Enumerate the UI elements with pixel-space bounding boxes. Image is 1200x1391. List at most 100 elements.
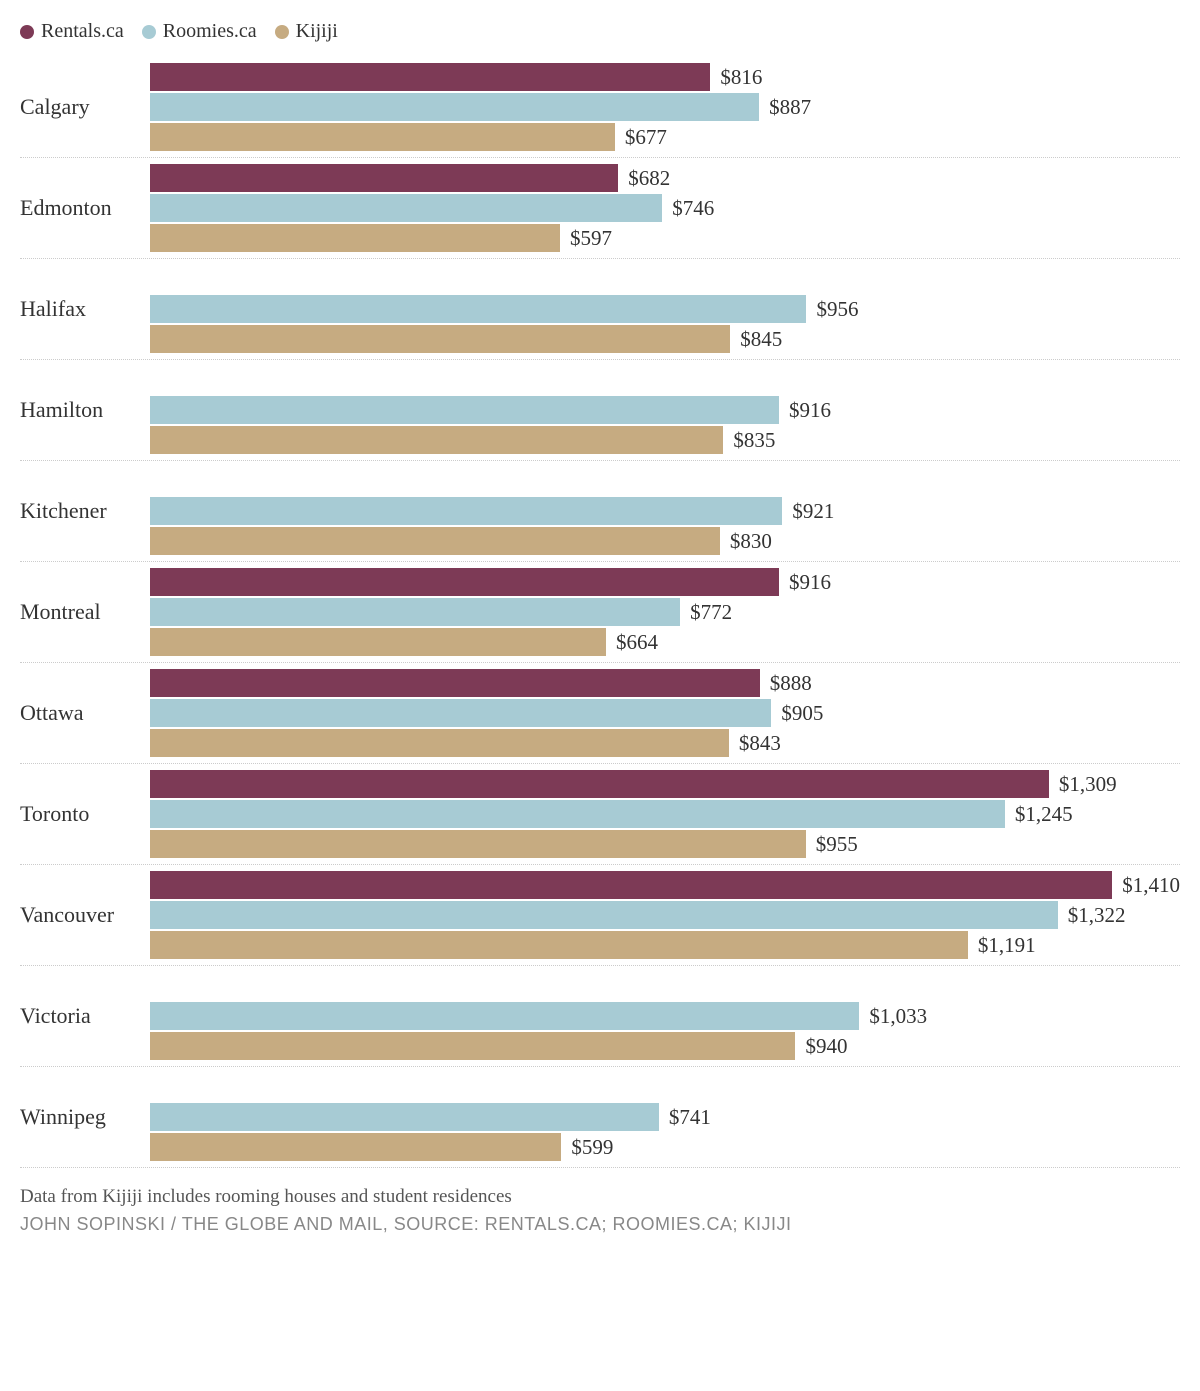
bar (150, 800, 1005, 828)
bar-row-roomies: $905 (150, 699, 1180, 727)
bar (150, 123, 615, 151)
city-group: Montreal$916$772$664 (20, 562, 1180, 663)
bar (150, 1002, 859, 1030)
bar-value-label: $677 (625, 125, 667, 150)
bar-value-label: $845 (740, 327, 782, 352)
city-label: Calgary (20, 94, 150, 120)
bar-row-kijiji: $664 (150, 628, 1180, 656)
bar (150, 224, 560, 252)
bar-row-roomies: $772 (150, 598, 1180, 626)
bar (150, 396, 779, 424)
bar (150, 1032, 795, 1060)
city-label: Vancouver (20, 902, 150, 928)
bar (150, 93, 759, 121)
bar (150, 871, 1112, 899)
bar (150, 770, 1049, 798)
bar-row-kijiji: $843 (150, 729, 1180, 757)
bar-row-roomies: $887 (150, 93, 1180, 121)
bar-row-kijiji: $677 (150, 123, 1180, 151)
bar-row-roomies: $741 (150, 1103, 1180, 1131)
bar-value-label: $741 (669, 1105, 711, 1130)
bar (150, 497, 782, 525)
chart-footnote: Data from Kijiji includes rooming houses… (20, 1186, 1180, 1208)
bar-value-label: $1,245 (1015, 802, 1073, 827)
bar-row-kijiji: $955 (150, 830, 1180, 858)
bar-value-label: $956 (816, 297, 858, 322)
bar-value-label: $843 (739, 731, 781, 756)
city-label: Halifax (20, 296, 150, 322)
bar-value-label: $1,191 (978, 933, 1036, 958)
city-group: Hamilton$916$835 (20, 360, 1180, 461)
legend-dot-icon (20, 25, 34, 39)
bar (150, 194, 662, 222)
bar-row-rentals: $816 (150, 63, 1180, 91)
bar-value-label: $597 (570, 226, 612, 251)
bar (150, 1133, 561, 1161)
city-group: Kitchener$921$830 (20, 461, 1180, 562)
city-group: Victoria$1,033$940 (20, 966, 1180, 1067)
bar-row-rentals (150, 467, 1180, 495)
city-label: Winnipeg (20, 1104, 150, 1130)
bars-area: $921 $830 (150, 467, 1180, 555)
bar-value-label: $772 (690, 600, 732, 625)
bar (150, 325, 730, 353)
city-label: Montreal (20, 599, 150, 625)
bar-value-label: $682 (628, 166, 670, 191)
bar-value-label: $830 (730, 529, 772, 554)
bar-row-roomies: $1,322 (150, 901, 1180, 929)
bars-area: $888 $905 $843 (150, 669, 1180, 757)
legend-dot-icon (142, 25, 156, 39)
city-group: Calgary $816 $887 $677 (20, 57, 1180, 158)
bar-row-roomies: $956 (150, 295, 1180, 323)
bar-value-label: $816 (720, 65, 762, 90)
bar-value-label: $746 (672, 196, 714, 221)
bars-area: $956 $845 (150, 265, 1180, 353)
chart-credit: JOHN SOPINSKI / THE GLOBE AND MAIL, SOUR… (20, 1214, 1180, 1235)
bar (150, 830, 806, 858)
bar-row-kijiji: $845 (150, 325, 1180, 353)
city-group: Vancouver$1,410$1,322 $1,191 (20, 865, 1180, 966)
bars-area: $1,033$940 (150, 972, 1180, 1060)
bar (150, 598, 680, 626)
legend-dot-icon (275, 25, 289, 39)
bar-row-rentals: $1,410 (150, 871, 1180, 899)
city-label: Victoria (20, 1003, 150, 1029)
city-label: Toronto (20, 801, 150, 827)
bar (150, 729, 729, 757)
city-group: Ottawa$888$905$843 (20, 663, 1180, 764)
bar-value-label: $887 (769, 95, 811, 120)
bar-value-label: $940 (805, 1034, 847, 1059)
bar-value-label: $888 (770, 671, 812, 696)
bar-row-kijiji: $835 (150, 426, 1180, 454)
bar-row-roomies: $1,245 (150, 800, 1180, 828)
rent-bar-chart: Calgary $816 $887 $677 Edmonton $682$746 $597 H… (20, 57, 1180, 1168)
bar (150, 931, 968, 959)
bar-row-rentals (150, 972, 1180, 1000)
legend-label: Rentals.ca (41, 20, 124, 43)
bars-area: $916$835 (150, 366, 1180, 454)
city-label: Edmonton (20, 195, 150, 221)
bar-row-kijiji: $940 (150, 1032, 1180, 1060)
bar (150, 527, 720, 555)
bar (150, 1103, 659, 1131)
legend-label: Kijiji (296, 20, 338, 43)
bar-row-kijiji: $597 (150, 224, 1180, 252)
bars-area: $741 $599 (150, 1073, 1180, 1161)
bar-row-kijiji: $599 (150, 1133, 1180, 1161)
bar-value-label: $599 (571, 1135, 613, 1160)
bar (150, 295, 806, 323)
bar (150, 63, 710, 91)
bar (150, 628, 606, 656)
bar-row-kijiji: $830 (150, 527, 1180, 555)
city-group: Edmonton $682$746 $597 (20, 158, 1180, 259)
bar-row-rentals: $682 (150, 164, 1180, 192)
bar-row-rentals (150, 366, 1180, 394)
bar-value-label: $1,309 (1059, 772, 1117, 797)
bar (150, 901, 1058, 929)
bar-row-rentals: $1,309 (150, 770, 1180, 798)
bar-value-label: $664 (616, 630, 658, 655)
bar-value-label: $955 (816, 832, 858, 857)
bar (150, 164, 618, 192)
bar-value-label: $921 (792, 499, 834, 524)
bar-row-roomies: $916 (150, 396, 1180, 424)
